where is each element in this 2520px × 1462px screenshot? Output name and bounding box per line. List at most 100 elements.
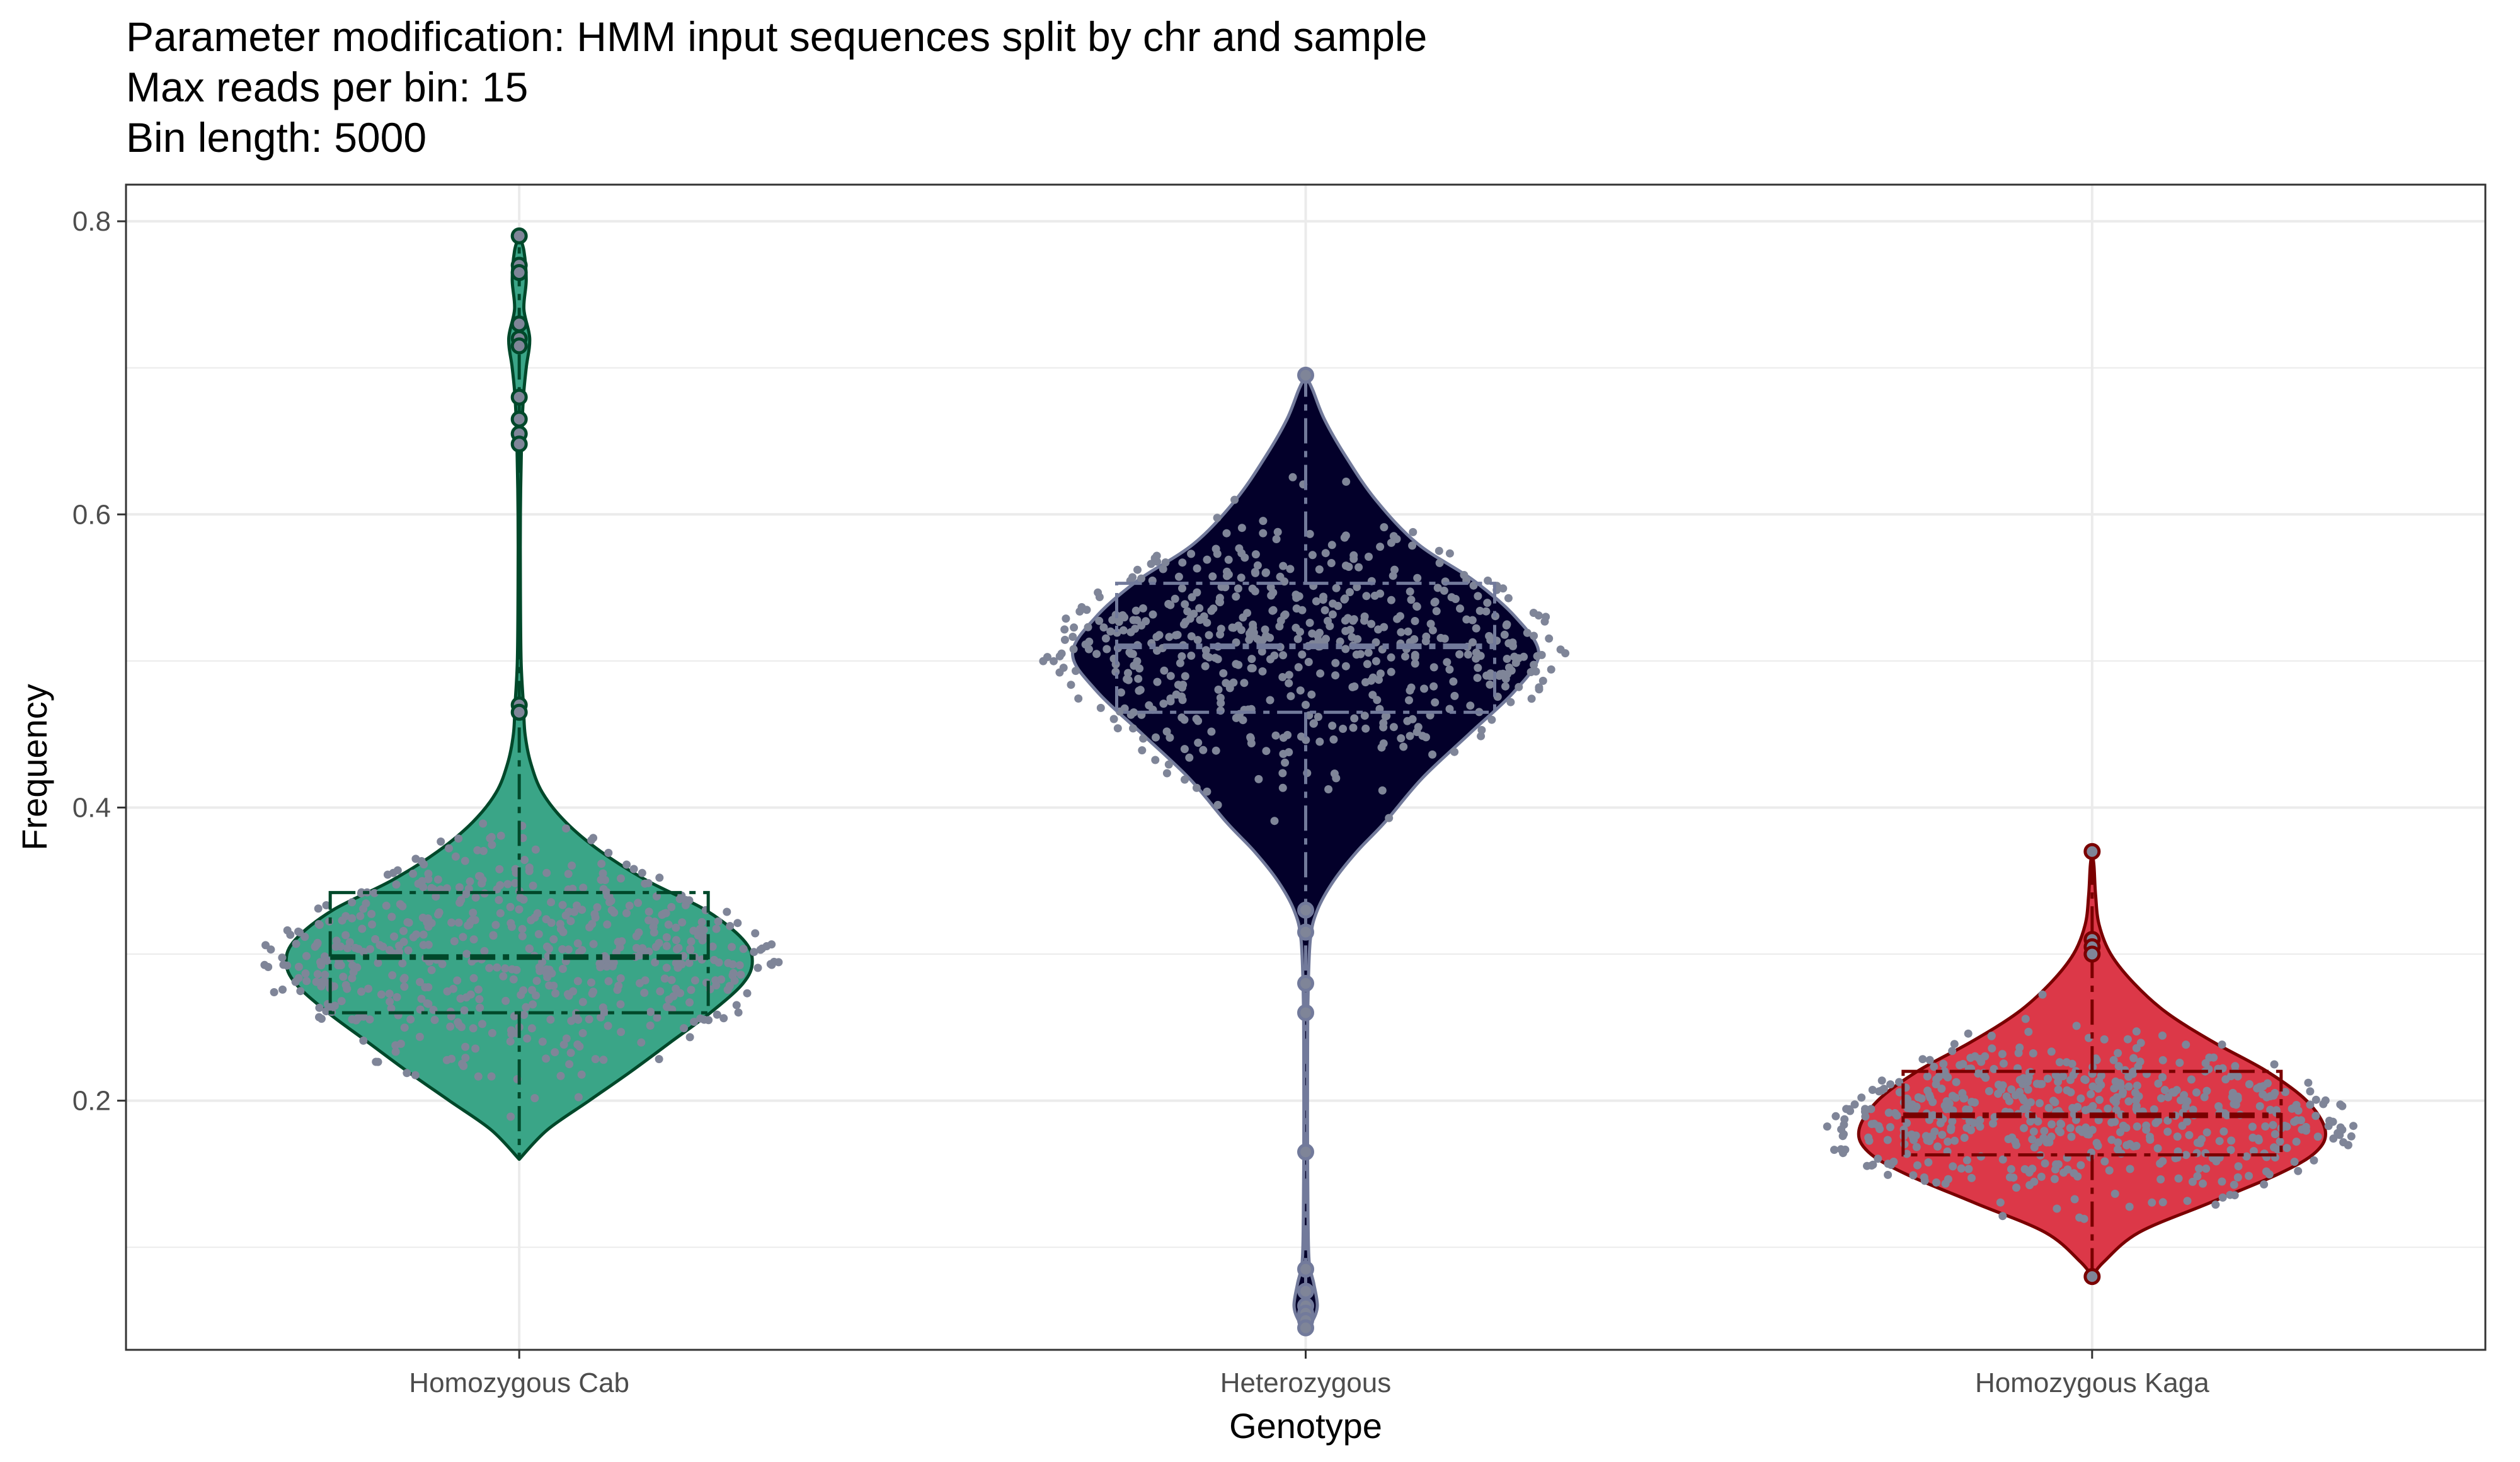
jitter-point (1823, 1122, 1831, 1131)
jitter-point (1296, 628, 1304, 636)
jitter-point (1964, 1165, 1973, 1173)
jitter-point (1540, 617, 1549, 626)
jitter-point (501, 964, 510, 973)
outlier-point (510, 435, 528, 453)
jitter-point (435, 908, 444, 917)
jitter-point (1959, 1094, 1968, 1103)
jitter-point (1420, 684, 1428, 693)
jitter-point (2193, 1172, 2202, 1180)
jitter-point (2276, 1137, 2284, 1146)
jitter-point (2095, 1095, 2104, 1104)
jitter-point (2088, 1105, 2097, 1114)
jitter-point (542, 1054, 551, 1063)
jitter-point (1401, 652, 1409, 661)
jitter-point (469, 1024, 478, 1033)
jitter-point (1166, 697, 1175, 706)
jitter-point (551, 989, 560, 998)
jitter-point (2080, 1075, 2089, 1084)
jitter-point (349, 968, 358, 977)
jitter-point (1455, 650, 1464, 659)
y-tick-label: 0.6 (72, 499, 111, 530)
jitter-point (1362, 592, 1371, 601)
jitter-point (685, 1033, 694, 1042)
outlier-point (510, 315, 528, 333)
jitter-point (2158, 1198, 2167, 1207)
jitter-point (341, 981, 350, 989)
jitter-point (604, 848, 613, 857)
jitter-point (1279, 561, 1288, 570)
jitter-point (1193, 636, 1202, 645)
jitter-point (459, 1062, 468, 1071)
jitter-point (653, 1013, 662, 1022)
jitter-point (2041, 1159, 2049, 1168)
jitter-point (1286, 565, 1295, 573)
jitter-point (733, 919, 742, 928)
jitter-point (1426, 619, 1435, 628)
jitter-point (1376, 543, 1385, 551)
jitter-point (301, 933, 309, 941)
jitter-point (1506, 698, 1515, 706)
jitter-point (385, 946, 394, 955)
x-axis-title: Genotype (1229, 1406, 1382, 1446)
jitter-point (2195, 1165, 2203, 1173)
jitter-point (2282, 1144, 2291, 1153)
outlier-point (1297, 1282, 1314, 1300)
jitter-point (1057, 649, 1066, 658)
jitter-point (506, 902, 515, 911)
jitter-point (1174, 681, 1183, 689)
jitter-point (622, 909, 631, 918)
jitter-point (1867, 1120, 1876, 1129)
jitter-point (474, 1072, 483, 1081)
jitter-point (2158, 1031, 2167, 1040)
jitter-point (2154, 1116, 2163, 1125)
jitter-point (377, 990, 386, 999)
jitter-point (1944, 1175, 1952, 1183)
jitter-point (399, 975, 408, 984)
jitter-point (1240, 679, 1249, 688)
jitter-point (1285, 671, 1293, 679)
jitter-point (660, 974, 669, 983)
jitter-point (399, 926, 408, 935)
jitter-point (1308, 551, 1317, 560)
jitter-point (2163, 1127, 2172, 1136)
jitter-point (546, 1015, 555, 1024)
jitter-point (710, 955, 719, 964)
jitter-point (646, 1008, 655, 1016)
jitter-point (604, 977, 613, 986)
jitter-point (1070, 623, 1079, 632)
jitter-point (534, 930, 543, 938)
jitter-point (2261, 1122, 2270, 1131)
jitter-point (1365, 553, 1373, 561)
jitter-point (1214, 685, 1223, 694)
jitter-point (2025, 1168, 2034, 1177)
jitter-point (590, 910, 599, 919)
jitter-point (1948, 1047, 1957, 1056)
jitter-point (2180, 1091, 2189, 1100)
jitter-point (1266, 655, 1274, 664)
jitter-point (2131, 1088, 2139, 1097)
jitter-point (2228, 1093, 2236, 1102)
jitter-point (1120, 613, 1129, 622)
jitter-point (487, 832, 496, 841)
jitter-point (585, 923, 594, 931)
jitter-point (1173, 631, 1182, 639)
jitter-point (331, 942, 340, 951)
jitter-point (1428, 750, 1437, 759)
jitter-point (1059, 664, 1068, 672)
jitter-point (1162, 727, 1171, 736)
jitter-point (1399, 742, 1408, 751)
jitter-point (480, 947, 489, 955)
jitter-point (1868, 1086, 1877, 1094)
jitter-point (614, 938, 622, 947)
jitter-point (1068, 633, 1077, 641)
jitter-point (566, 1049, 575, 1057)
jitter-point (315, 1003, 324, 1012)
jitter-point (1349, 723, 1358, 732)
jitter-point (2157, 1094, 2165, 1103)
jitter-point (1179, 620, 1188, 629)
jitter-point (1405, 696, 1413, 705)
jitter-point (667, 902, 676, 911)
jitter-point (1545, 634, 1554, 643)
jitter-point (1234, 660, 1243, 669)
jitter-point (2231, 1100, 2240, 1109)
